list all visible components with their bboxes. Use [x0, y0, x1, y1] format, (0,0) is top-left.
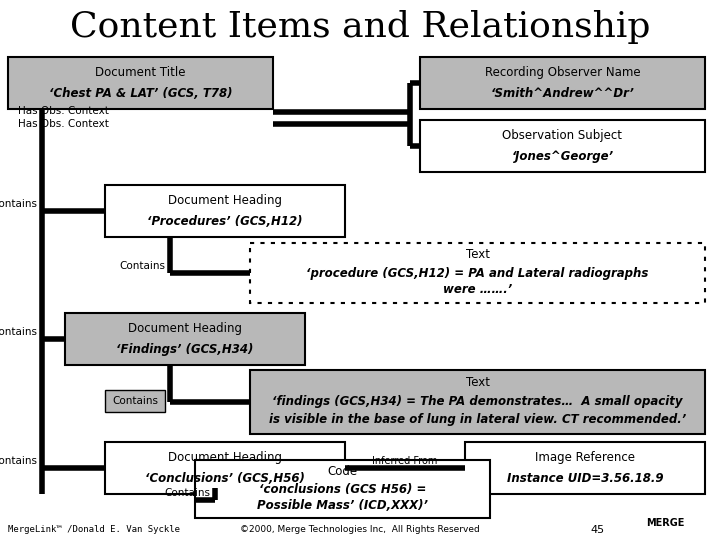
- FancyBboxPatch shape: [420, 57, 705, 109]
- Text: MergeLink™ /Donald E. Van Syckle: MergeLink™ /Donald E. Van Syckle: [8, 525, 180, 535]
- FancyBboxPatch shape: [105, 185, 345, 237]
- Text: Document Heading: Document Heading: [168, 451, 282, 464]
- Text: Contains: Contains: [164, 488, 210, 498]
- Text: Contains: Contains: [0, 327, 37, 337]
- FancyBboxPatch shape: [105, 390, 165, 412]
- Text: Instance UID=3.56.18.9: Instance UID=3.56.18.9: [507, 472, 663, 485]
- Text: is visible in the base of lung in lateral view. CT recommended.’: is visible in the base of lung in latera…: [269, 414, 686, 427]
- Text: Has Obs. Context: Has Obs. Context: [18, 119, 109, 129]
- FancyBboxPatch shape: [250, 370, 705, 434]
- Text: Image Reference: Image Reference: [535, 451, 635, 464]
- FancyBboxPatch shape: [65, 313, 305, 365]
- FancyBboxPatch shape: [420, 120, 705, 172]
- FancyBboxPatch shape: [465, 442, 705, 494]
- Text: Possible Mass’ (ICD,XXX)’: Possible Mass’ (ICD,XXX)’: [257, 499, 428, 512]
- Text: ‘Smith^Andrew^^Dr’: ‘Smith^Andrew^^Dr’: [490, 87, 634, 100]
- Text: Text: Text: [466, 376, 490, 389]
- FancyBboxPatch shape: [8, 57, 273, 109]
- Text: Contains: Contains: [0, 456, 37, 466]
- Text: Observation Subject: Observation Subject: [503, 129, 623, 142]
- Text: Text: Text: [466, 248, 490, 261]
- Text: Code: Code: [328, 465, 358, 478]
- Text: Inferred From: Inferred From: [372, 456, 438, 466]
- Text: Document Heading: Document Heading: [168, 194, 282, 207]
- Text: ‘Conclusions’ (GCS,H56): ‘Conclusions’ (GCS,H56): [145, 472, 305, 485]
- Text: ‘Findings’ (GCS,H34): ‘Findings’ (GCS,H34): [117, 343, 253, 356]
- Text: Has Obs. Context: Has Obs. Context: [18, 106, 109, 116]
- Text: Recording Observer Name: Recording Observer Name: [485, 66, 640, 79]
- Text: ‘conclusions (GCS H56) =: ‘conclusions (GCS H56) =: [258, 483, 426, 496]
- Text: Document Title: Document Title: [95, 66, 186, 79]
- Text: ‘procedure (GCS,H12) = PA and Lateral radiographs: ‘procedure (GCS,H12) = PA and Lateral ra…: [306, 267, 649, 280]
- Text: MERGE: MERGE: [646, 518, 684, 528]
- FancyBboxPatch shape: [105, 442, 345, 494]
- Text: Contains: Contains: [0, 199, 37, 209]
- Text: Content Items and Relationship: Content Items and Relationship: [70, 10, 650, 44]
- Text: Contains: Contains: [119, 261, 165, 271]
- Text: were …….’: were …….’: [443, 284, 512, 296]
- Text: ‘Jones^George’: ‘Jones^George’: [511, 150, 613, 163]
- Text: ‘Chest PA & LAT’ (GCS, T78): ‘Chest PA & LAT’ (GCS, T78): [49, 87, 233, 100]
- Text: ‘findings (GCS,H34) = The PA demonstrates…  A small opacity: ‘findings (GCS,H34) = The PA demonstrate…: [272, 395, 683, 408]
- Text: ‘Procedures’ (GCS,H12): ‘Procedures’ (GCS,H12): [148, 215, 302, 228]
- FancyBboxPatch shape: [250, 243, 705, 303]
- Text: Document Heading: Document Heading: [128, 322, 242, 335]
- FancyBboxPatch shape: [195, 460, 490, 518]
- Text: Contains: Contains: [112, 396, 158, 406]
- Text: ©2000, Merge Technologies Inc,  All Rights Reserved: ©2000, Merge Technologies Inc, All Right…: [240, 525, 480, 535]
- Text: 45: 45: [590, 525, 604, 535]
